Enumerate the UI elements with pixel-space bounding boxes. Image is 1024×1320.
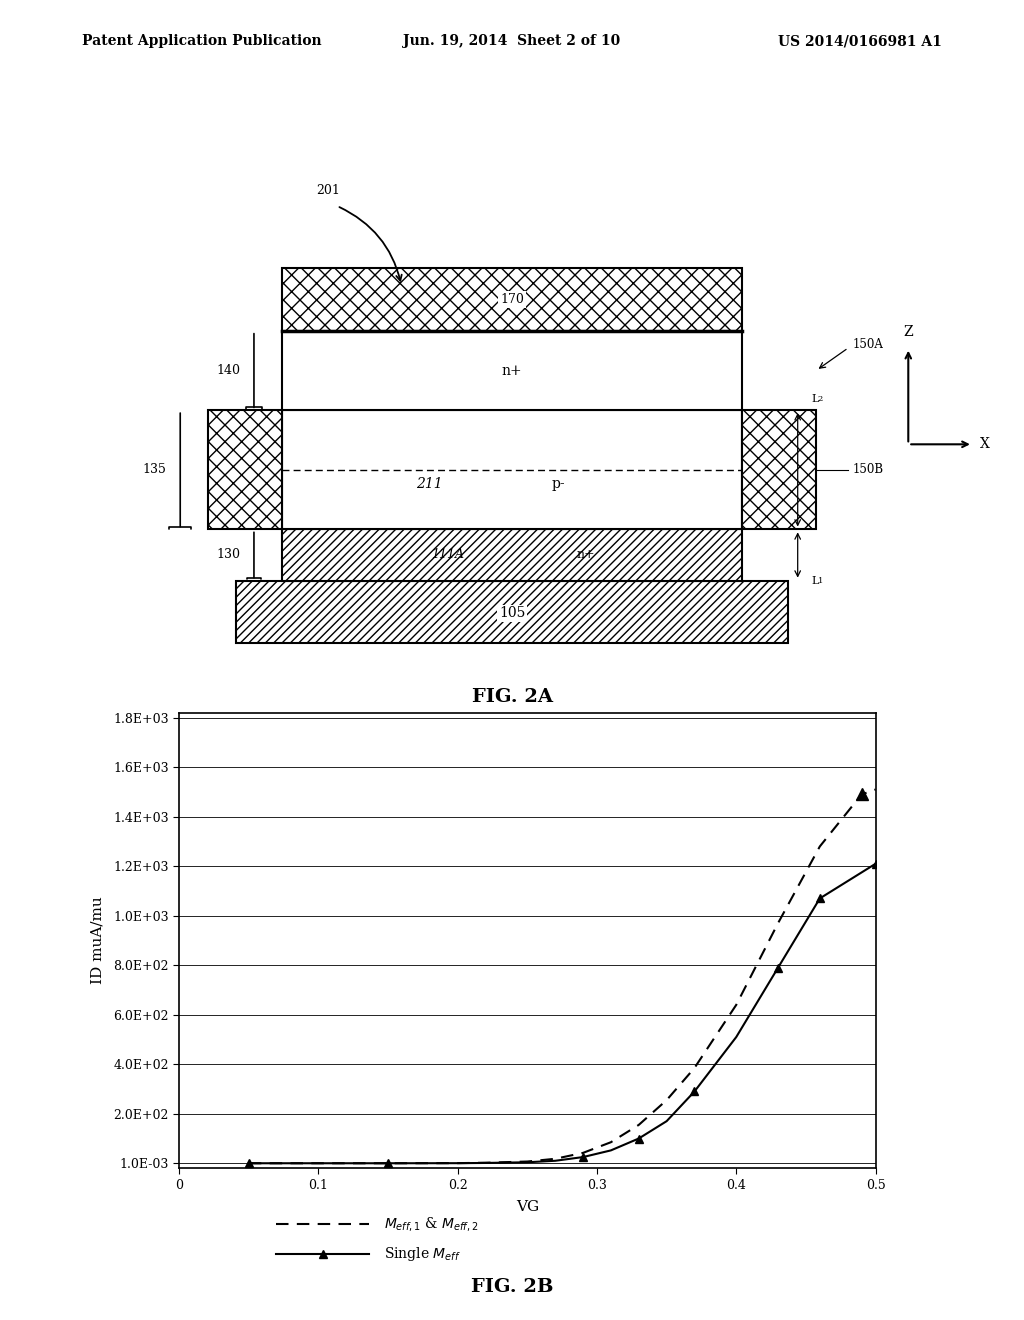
Text: Single $M_{eff}$: Single $M_{eff}$ xyxy=(384,1245,461,1263)
Bar xyxy=(282,529,742,581)
Text: 150A: 150A xyxy=(853,338,884,351)
Text: $M_{eff,1}$ & $M_{eff,2}$: $M_{eff,1}$ & $M_{eff,2}$ xyxy=(384,1214,478,1233)
Bar xyxy=(742,411,816,529)
Text: 201: 201 xyxy=(315,185,340,198)
Text: 140: 140 xyxy=(216,364,240,378)
Bar xyxy=(208,411,282,529)
Text: Jun. 19, 2014  Sheet 2 of 10: Jun. 19, 2014 Sheet 2 of 10 xyxy=(403,34,621,49)
Text: n+: n+ xyxy=(502,363,522,378)
Text: n+: n+ xyxy=(577,549,595,561)
Text: Patent Application Publication: Patent Application Publication xyxy=(82,34,322,49)
Text: 1: 1 xyxy=(818,577,823,585)
Bar xyxy=(236,581,788,643)
X-axis label: VG: VG xyxy=(516,1200,539,1214)
Text: 170: 170 xyxy=(500,293,524,306)
Text: 105: 105 xyxy=(499,606,525,620)
Text: FIG. 2A: FIG. 2A xyxy=(471,689,553,706)
Text: 135: 135 xyxy=(142,463,167,477)
Text: 111A: 111A xyxy=(431,549,464,561)
Y-axis label: ID muA/mu: ID muA/mu xyxy=(91,896,104,985)
Text: 130: 130 xyxy=(216,549,240,561)
Text: 2: 2 xyxy=(818,396,823,404)
Text: X: X xyxy=(980,437,990,451)
Text: p-: p- xyxy=(551,477,565,491)
Text: L: L xyxy=(812,393,819,404)
Text: Z: Z xyxy=(903,325,913,339)
Text: 211: 211 xyxy=(416,477,442,491)
Bar xyxy=(282,331,742,411)
Text: US 2014/0166981 A1: US 2014/0166981 A1 xyxy=(778,34,942,49)
Text: FIG. 2B: FIG. 2B xyxy=(471,1278,553,1296)
Bar xyxy=(282,268,742,331)
Text: 150B: 150B xyxy=(853,463,884,477)
Text: L: L xyxy=(812,576,819,586)
Bar xyxy=(282,411,742,529)
